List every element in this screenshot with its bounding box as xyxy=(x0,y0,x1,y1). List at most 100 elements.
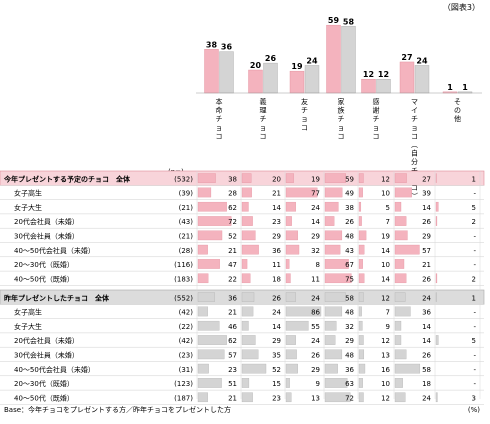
cell-bar-s0-r6-c5 xyxy=(394,259,405,269)
cell-bar-s1-r4-c5 xyxy=(394,349,407,360)
cell-value-s0-r2-c1: 14 xyxy=(272,204,281,212)
row-n-s0-r4: (21) xyxy=(179,233,194,241)
category-label-0-char: ョ xyxy=(216,124,223,132)
cell-bar-s1-r2-c4 xyxy=(358,320,363,331)
row-n-s1-r6: (123) xyxy=(174,380,193,388)
bar-last-year-4 xyxy=(376,78,391,94)
cell-value-s1-r7-c2: 13 xyxy=(311,394,320,402)
cell-value-s1-r5-c4: 16 xyxy=(381,366,390,374)
cell-bar-s1-r3-c3 xyxy=(324,335,336,345)
cell-value-s0-r1-c5: 39 xyxy=(422,190,431,198)
cell-value-s0-r6-c2: 8 xyxy=(316,261,320,269)
cell-bar-s0-r4-c5 xyxy=(394,230,408,241)
cell-bar-s0-r3-c4 xyxy=(358,216,362,226)
cell-bar-s1-r2-c3 xyxy=(324,320,337,331)
cell-bar-s0-r7-c5 xyxy=(394,273,407,284)
cell-bar-s0-r6-c1 xyxy=(241,259,248,269)
cell-bar-s0-r1-c4 xyxy=(358,187,363,198)
bar-last-year-2 xyxy=(304,65,320,94)
bar-this-year-5 xyxy=(399,61,415,94)
bar-label-this-year-1: 20 xyxy=(250,61,262,70)
cell-value-s1-r1-c2: 86 xyxy=(311,309,320,317)
cell-value-s0-r1-c1: 21 xyxy=(272,190,281,198)
category-label-0-char: 命 xyxy=(216,106,223,115)
cell-bar-s0-r1-c5 xyxy=(394,187,412,198)
cell-value-s0-r6-c4: 10 xyxy=(381,261,390,269)
bar-label-this-year-5: 27 xyxy=(401,53,412,62)
cell-value-s0-r2-c2: 24 xyxy=(311,204,320,212)
cell-value-s1-r5-c6: - xyxy=(473,366,476,374)
row-label-s1-r3: 20代会社員（未婚） xyxy=(14,336,79,345)
row-n-s0-r1: (39) xyxy=(179,190,194,198)
bar-label-this-year-3: 59 xyxy=(328,16,340,25)
row-label-s1-r1: 女子高生 xyxy=(14,308,42,317)
category-label-3-char: ョ xyxy=(338,124,345,132)
cell-value-s0-r5-c3: 43 xyxy=(345,247,354,255)
cell-bar-s1-r5-c0 xyxy=(197,363,209,374)
cell-bar-s0-r3-c0 xyxy=(197,216,232,226)
cell-bar-s0-r4-c0 xyxy=(197,230,223,241)
cell-bar-s0-r3-c1 xyxy=(241,216,253,226)
cell-value-s0-r3-c3: 26 xyxy=(345,218,354,226)
cell-value-s1-r0-c4: 12 xyxy=(381,294,390,302)
cell-bar-s1-r6-c4 xyxy=(358,378,363,388)
cell-bar-s0-r4-c4 xyxy=(358,230,367,241)
cell-value-s0-r4-c4: 19 xyxy=(381,233,390,241)
cell-bar-s0-r0-c1 xyxy=(241,173,252,183)
cell-bar-s1-r1-c3 xyxy=(324,306,343,317)
cell-bar-s0-r7-c4 xyxy=(358,273,365,284)
cell-value-s1-r1-c5: 36 xyxy=(422,309,431,317)
category-label-2-char: ョ xyxy=(301,115,308,123)
cell-value-s0-r7-c5: 26 xyxy=(422,275,431,283)
cell-value-s1-r3-c0: 62 xyxy=(228,337,237,345)
cell-value-s0-r2-c0: 62 xyxy=(228,204,237,212)
category-label-4-char: チ xyxy=(373,115,380,123)
cell-value-s0-r0-c1: 20 xyxy=(272,175,281,183)
cell-bar-s1-r1-c0 xyxy=(197,306,208,317)
cell-value-s1-r7-c1: 23 xyxy=(272,394,281,402)
cell-bar-s1-r3-c5 xyxy=(394,335,402,345)
category-label-4-char: 謝 xyxy=(373,106,380,115)
cell-bar-s1-r2-c0 xyxy=(197,320,220,331)
cell-bar-s1-r6-c5 xyxy=(394,378,403,388)
cell-bar-s1-r3-c0 xyxy=(197,335,227,345)
cell-value-s1-r3-c2: 24 xyxy=(311,337,320,345)
category-label-6-char: そ xyxy=(454,98,461,106)
cell-value-s0-r2-c6: 5 xyxy=(472,204,476,212)
cell-bar-s0-r1-c2 xyxy=(285,187,318,198)
cell-value-s0-r2-c5: 14 xyxy=(422,204,431,212)
cell-value-s0-r5-c4: 14 xyxy=(381,247,390,255)
cell-value-s1-r2-c5: 14 xyxy=(422,323,431,331)
bar-last-year-1 xyxy=(263,62,278,94)
category-label-1-char: チ xyxy=(260,115,267,123)
cell-value-s0-r5-c0: 21 xyxy=(228,247,237,255)
cell-value-s0-r6-c3: 67 xyxy=(345,261,354,269)
cell-bar-s1-r4-c2 xyxy=(285,349,297,360)
row-label-s0-r5: 40～50代会社員（未婚） xyxy=(14,246,95,255)
figure-label: （図表3） xyxy=(443,2,480,12)
cell-value-s0-r3-c6: 2 xyxy=(472,218,476,226)
bar-label-this-year-2: 19 xyxy=(291,62,303,71)
cell-bar-s1-r6-c3 xyxy=(324,378,348,388)
bar-label-last-year-2: 24 xyxy=(306,56,318,65)
row-n-s0-r2: (21) xyxy=(179,204,194,212)
bar-label-last-year-5: 24 xyxy=(416,56,428,65)
cell-value-s1-r0-c3: 58 xyxy=(345,294,354,302)
category-label-1-char: ョ xyxy=(260,124,267,132)
cell-value-s1-r2-c6: - xyxy=(473,323,476,331)
category-label-5-char: 分 xyxy=(411,157,418,166)
cell-bar-s1-r1-c4 xyxy=(358,306,362,317)
category-label-3-char: チ xyxy=(338,115,345,123)
cell-value-s0-r3-c1: 23 xyxy=(272,218,281,226)
cell-value-s0-r0-c6: 1 xyxy=(472,175,476,183)
category-label-0-char: コ xyxy=(216,132,223,140)
cell-bar-s1-r7-c0 xyxy=(197,392,208,403)
cell-value-s0-r4-c1: 29 xyxy=(272,233,281,241)
category-label-5-char: ︵ xyxy=(411,141,418,149)
category-label-4-char: ョ xyxy=(373,124,380,132)
cell-bar-s1-r5-c1 xyxy=(241,363,267,374)
cell-value-s0-r7-c4: 14 xyxy=(381,275,390,283)
row-label-s1-r0: 昨年プレゼントしたチョコ 全体 xyxy=(4,293,110,302)
row-label-s0-r7: 40～50代（既婚） xyxy=(14,274,74,283)
cell-value-s1-r5-c3: 36 xyxy=(345,366,354,374)
